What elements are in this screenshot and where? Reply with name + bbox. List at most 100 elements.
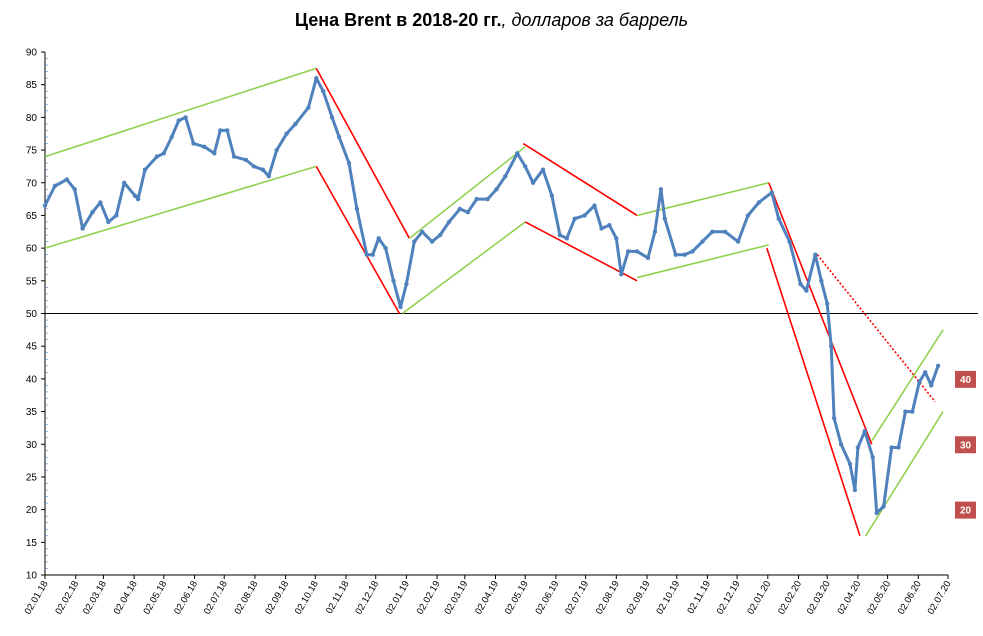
price-point [723, 229, 728, 234]
x-tick-label: 02.11.19 [685, 579, 713, 616]
price-point [515, 151, 520, 156]
price-point [582, 213, 587, 218]
x-tick-label: 02.02.19 [415, 579, 443, 617]
y-tick-label: 85 [26, 80, 38, 91]
y-tick-label: 45 [26, 342, 38, 353]
price-point [929, 383, 934, 388]
price-point [202, 144, 207, 149]
price-point [135, 196, 141, 202]
price-point [645, 255, 651, 261]
y-tick-label: 35 [26, 407, 38, 418]
x-tick-label: 02.04.20 [835, 579, 863, 617]
price-point [881, 504, 886, 509]
price-point [819, 278, 824, 283]
x-tick-label: 02.06.18 [172, 579, 200, 617]
price-point [599, 226, 604, 231]
x-tick-label: 02.04.19 [473, 579, 501, 617]
price-point [831, 415, 837, 421]
x-tick-label: 02.05.18 [141, 579, 169, 617]
price-point [735, 239, 741, 244]
x-tick-label: 02.07.18 [202, 579, 230, 617]
value-badge-label: 30 [960, 440, 972, 451]
price-point [132, 193, 138, 198]
x-tick-label: 02.05.20 [865, 579, 893, 617]
price-point [154, 154, 160, 159]
price-point [114, 213, 119, 218]
price-point [191, 141, 196, 146]
x-tick-label: 02.01.18 [23, 579, 51, 617]
price-point [225, 128, 230, 133]
x-tick-label: 02.03.20 [805, 579, 833, 617]
x-tick-label: 02.09.19 [625, 579, 653, 617]
price-point [626, 249, 631, 254]
price-point [874, 510, 879, 516]
price-point [745, 213, 751, 218]
price-point [90, 210, 95, 215]
x-tick-label: 02.01.20 [745, 579, 773, 617]
x-tick-label: 02.04.18 [112, 579, 140, 617]
chart-title-bold: Цена Brent в 2018-20 гг. [294, 10, 502, 30]
price-point [564, 236, 569, 241]
price-point [106, 219, 111, 225]
x-tick-label: 02.02.18 [53, 579, 81, 617]
price-point [446, 219, 452, 225]
x-tick-label: 02.05.19 [503, 579, 531, 617]
price-point [825, 301, 830, 306]
price-point [572, 216, 577, 221]
y-tick-label: 75 [26, 146, 38, 157]
price-point [398, 304, 403, 310]
y-tick-label: 65 [26, 211, 38, 222]
trend-line [524, 221, 638, 282]
price-point [457, 206, 463, 212]
price-point [673, 252, 678, 257]
price-point [212, 151, 217, 156]
y-tick-label: 10 [26, 571, 38, 582]
trend-line [768, 182, 873, 445]
price-point [634, 249, 640, 254]
price-point [813, 252, 818, 257]
price-point [503, 174, 508, 179]
price-point [607, 223, 612, 228]
x-tick-label: 02.08.19 [594, 579, 622, 617]
trend-line [871, 329, 944, 442]
price-point [383, 245, 388, 251]
trend-line [522, 142, 638, 217]
price-point [306, 105, 311, 110]
x-tick-label: 02.08.18 [232, 579, 260, 617]
price-point [769, 190, 774, 195]
y-tick-label: 20 [26, 505, 38, 516]
x-tick-label: 02.10.18 [293, 579, 321, 617]
chart-title: Цена Brent в 2018-20 гг., долларов за ба… [0, 10, 983, 31]
price-point [710, 229, 715, 234]
value-badge [955, 501, 976, 519]
price-point [370, 252, 375, 257]
price-point [787, 239, 792, 244]
price-point [662, 216, 667, 221]
x-tick-label: 02.06.20 [896, 579, 924, 617]
price-point [412, 239, 417, 244]
price-point [474, 196, 479, 202]
price-point [862, 429, 867, 434]
price-point [266, 174, 271, 179]
price-point [98, 200, 103, 205]
price-point [293, 121, 298, 127]
x-tick-label: 02.03.18 [81, 579, 109, 617]
price-point [557, 232, 563, 238]
value-badge-label: 40 [960, 375, 972, 386]
price-point [72, 187, 77, 192]
price-point [321, 89, 326, 94]
y-tick-label: 60 [26, 244, 38, 255]
price-point [592, 203, 597, 208]
trend-line [408, 146, 526, 239]
price-point [935, 363, 941, 368]
price-point [658, 187, 664, 192]
price-point [855, 445, 861, 450]
price-point [614, 236, 619, 241]
price-point [838, 442, 844, 447]
price-point [329, 115, 335, 120]
price-point [776, 216, 781, 221]
price-point [218, 128, 223, 133]
price-point [923, 370, 928, 375]
y-tick-label: 15 [26, 538, 38, 549]
